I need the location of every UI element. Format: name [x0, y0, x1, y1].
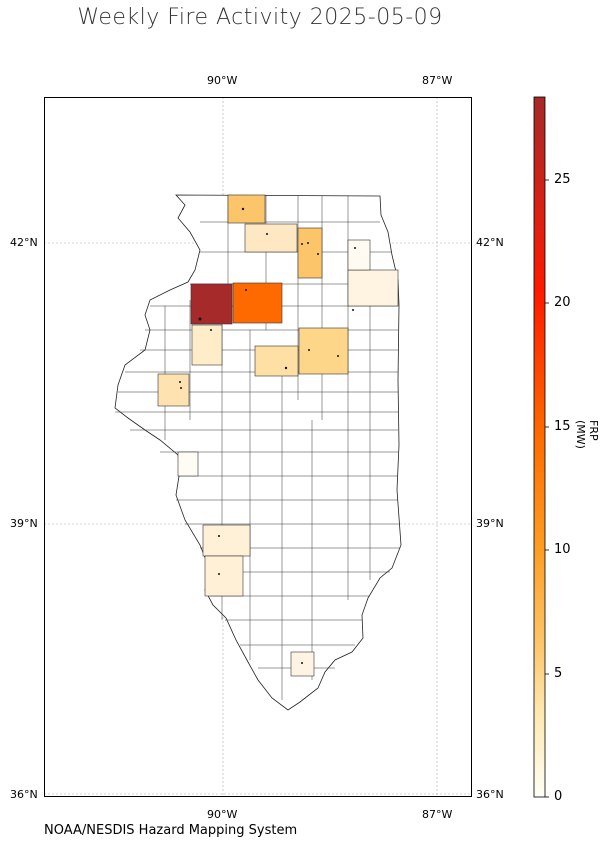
county-north — [244, 223, 298, 253]
lat-tick-right-36n: 36°N — [476, 788, 504, 801]
county-south-west — [202, 524, 251, 557]
county-south-west-2 — [204, 555, 244, 597]
county-north-east-2 — [347, 239, 371, 271]
colorbar-tick-20: 20 — [554, 295, 571, 310]
county-south — [290, 651, 315, 677]
colorbar-ticks — [545, 179, 549, 798]
fire-points — [179, 207, 356, 664]
lat-tick-right-42n: 42°N — [476, 236, 504, 249]
county-west — [177, 451, 199, 477]
colorbar-tick-15: 15 — [554, 419, 571, 434]
county-north-central — [232, 282, 283, 324]
lat-tick-left-39n: 39°N — [10, 517, 38, 530]
county-central — [254, 345, 299, 377]
county-west-central — [157, 373, 190, 407]
colorbar-tick-25: 25 — [554, 172, 571, 187]
county-northwest — [190, 283, 233, 325]
lon-tick-top-90w: 90°W — [207, 74, 238, 87]
county-central-east — [298, 327, 349, 375]
colorbar — [533, 96, 546, 798]
lon-tick-top-87w: 87°W — [422, 74, 453, 87]
lon-tick-bottom-90w: 90°W — [207, 808, 238, 821]
county-northwest-2 — [191, 324, 223, 366]
lat-tick-left-36n: 36°N — [10, 788, 38, 801]
colorbar-tick-0: 0 — [554, 789, 563, 804]
colorbar-tick-5: 5 — [554, 666, 563, 681]
lat-tick-left-42n: 42°N — [10, 236, 38, 249]
colorbar-label: FRP (MW) — [574, 420, 600, 449]
fire-counties — [157, 194, 399, 677]
county-east — [347, 269, 399, 307]
lat-tick-right-39n: 39°N — [476, 517, 504, 530]
colorbar-tick-10: 10 — [554, 542, 571, 557]
map-title: Weekly Fire Activity 2025-05-09 — [77, 5, 443, 30]
state-outline — [114, 194, 402, 711]
lon-tick-bottom-87w: 87°W — [422, 808, 453, 821]
map-frame — [44, 97, 472, 797]
data-credit: NOAA/NESDIS Hazard Mapping System — [44, 823, 298, 838]
county-northern-border — [227, 194, 266, 224]
